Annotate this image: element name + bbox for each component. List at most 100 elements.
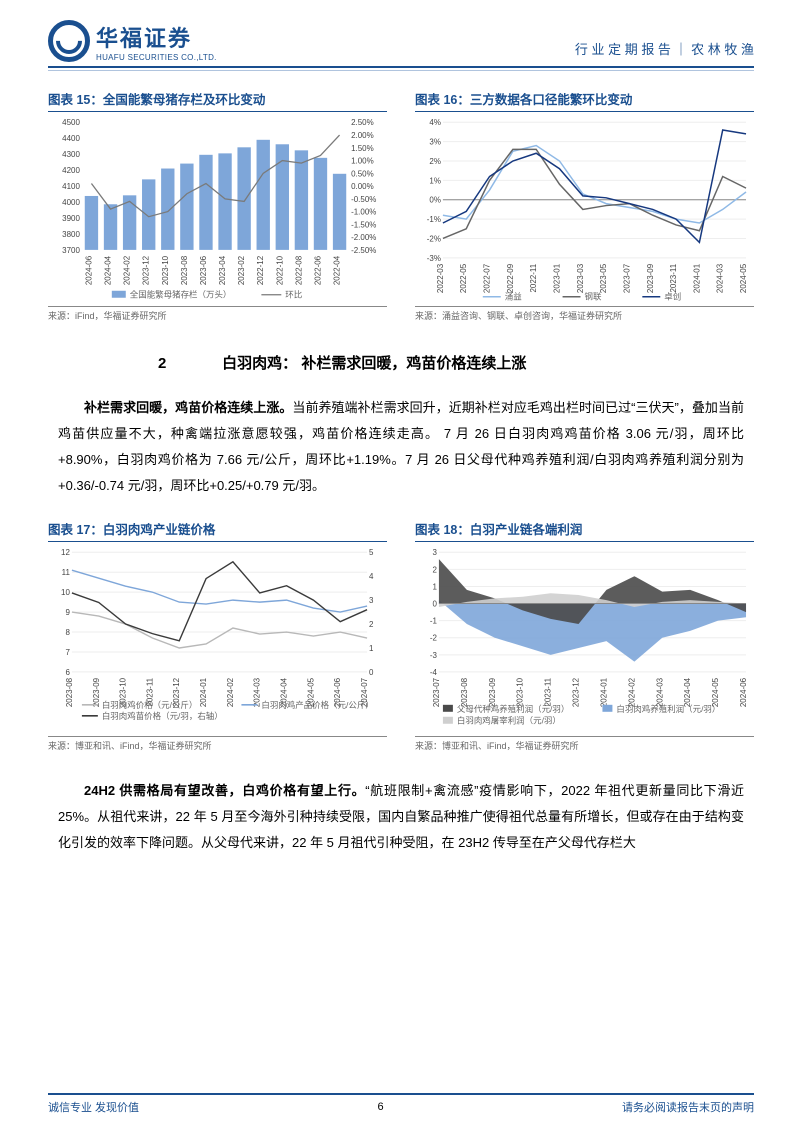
svg-text:-1: -1 [430,617,438,626]
section-2-heading: 2 白羽肉鸡： 补栏需求回暖，鸡苗价格连续上涨 [48,352,754,373]
svg-text:12: 12 [61,548,70,557]
svg-text:2024-06: 2024-06 [739,677,748,707]
svg-text:4400: 4400 [62,134,80,143]
svg-text:白羽肉鸡屠宰利润（元/羽）: 白羽肉鸡屠宰利润（元/羽） [457,716,561,726]
svg-text:-3: -3 [430,651,438,660]
svg-text:1: 1 [369,644,374,653]
svg-text:2023-08: 2023-08 [65,677,74,707]
chart17: 67891011120123452023-082023-092023-10202… [48,546,387,736]
svg-text:-3%: -3% [427,254,441,263]
svg-text:4%: 4% [429,118,441,127]
svg-text:白羽肉鸡苗价格（元/羽，右轴）: 白羽肉鸡苗价格（元/羽，右轴） [102,711,223,721]
paragraph-2: 24H2 供需格局有望改善，白鸡价格有望上行。“航班限制+禽流感”疫情影响下，2… [58,778,744,856]
svg-text:2.50%: 2.50% [351,118,374,127]
svg-text:2022-05: 2022-05 [459,263,468,293]
svg-text:-0.50%: -0.50% [351,195,376,204]
svg-text:3800: 3800 [62,230,80,239]
svg-text:全国能繁母猪存栏（万头）: 全国能繁母猪存栏（万头） [130,290,232,300]
svg-text:0: 0 [432,600,437,609]
svg-text:1.50%: 1.50% [351,144,374,153]
chart16: 4% 3% 2% 1% 0% -1% -2% -3%2022-03 2022-05 2022-07… [415,116,754,306]
svg-text:2023-05: 2023-05 [599,263,608,293]
svg-text:4000: 4000 [62,198,80,207]
chart18-source: 来源：博亚和讯、iFind，华福证券研究所 [415,736,754,752]
svg-text:2022-08: 2022-08 [294,255,303,285]
svg-text:2023-01: 2023-01 [552,263,561,293]
svg-text:5: 5 [369,548,374,557]
svg-text:2024-04: 2024-04 [104,255,113,285]
section-title: 白羽肉鸡： 补栏需求回暖，鸡苗价格连续上涨 [222,355,526,372]
chart16-source: 来源：涌益咨询、钢联、卓创咨询，华福证券研究所 [415,306,754,322]
svg-text:-1.00%: -1.00% [351,208,376,217]
svg-text:2023-10: 2023-10 [516,677,525,707]
svg-text:3900: 3900 [62,214,80,223]
svg-text:4200: 4200 [62,166,80,175]
svg-text:0.50%: 0.50% [351,169,374,178]
svg-text:2022-06: 2022-06 [313,255,322,285]
company-name-cn: 华福证券 [96,21,217,53]
svg-text:1%: 1% [429,176,441,185]
svg-text:0%: 0% [429,196,441,205]
svg-text:6: 6 [65,668,70,677]
svg-text:2022-04: 2022-04 [333,255,342,285]
svg-text:2: 2 [369,620,374,629]
svg-text:2%: 2% [429,157,441,166]
svg-text:3%: 3% [429,138,441,147]
header-category: 行 业 定 期 报 告 ｜ 农 林 牧 渔 [575,39,754,62]
svg-text:-2.00%: -2.00% [351,233,376,242]
svg-text:白羽肉鸡产品价格（元/公斤）: 白羽肉鸡产品价格（元/公斤） [261,700,373,710]
svg-text:2024-02: 2024-02 [123,255,132,285]
svg-text:11: 11 [62,568,71,577]
header-divider [48,70,754,71]
svg-text:2024-03: 2024-03 [253,677,262,707]
svg-text:-1%: -1% [427,215,441,224]
paragraph-1: 补栏需求回暖，鸡苗价格连续上涨。当前养殖端补栏需求回升，近期补栏对应毛鸡出栏时间… [58,395,744,499]
svg-text:4500: 4500 [62,118,80,127]
svg-text:8: 8 [65,628,70,637]
svg-text:2022-11: 2022-11 [529,263,538,292]
svg-text:2023-10: 2023-10 [161,255,170,285]
chart15-source: 来源：iFind，华福证券研究所 [48,306,387,322]
svg-text:2023-11: 2023-11 [544,677,553,706]
svg-text:2023-09: 2023-09 [646,263,655,293]
svg-text:2024-01: 2024-01 [692,263,701,293]
svg-text:3700: 3700 [62,246,80,255]
svg-text:2024-06: 2024-06 [84,255,93,285]
svg-text:2024-02: 2024-02 [226,677,235,707]
svg-text:-4: -4 [430,668,438,677]
svg-text:2024-02: 2024-02 [627,677,636,707]
section-num: 2 [158,355,218,372]
company-name-en: HUAFU SECURITIES CO.,LTD. [96,53,217,62]
svg-text:2024-05: 2024-05 [739,263,748,293]
svg-text:2022-07: 2022-07 [483,263,492,293]
page-header: 华福证券 HUAFU SECURITIES CO.,LTD. 行 业 定 期 报… [48,20,754,68]
chart15-title: 图表 15：全国能繁母猪存栏及环比变动 [48,89,387,112]
chart18-title: 图表 18：白羽产业链各端利润 [415,519,754,542]
svg-text:白羽肉鸡养殖利润（元/羽）: 白羽肉鸡养殖利润（元/羽） [616,704,720,714]
svg-text:2023-03: 2023-03 [576,263,585,293]
svg-text:2.00%: 2.00% [351,131,374,140]
svg-text:卓创: 卓创 [664,292,681,302]
svg-text:2022-09: 2022-09 [506,263,515,293]
footer-page: 6 [377,1101,383,1113]
chart16-title: 图表 16：三方数据各口径能繁环比变动 [415,89,754,112]
svg-text:1: 1 [432,582,437,591]
svg-text:-1.50%: -1.50% [351,220,376,229]
chart17-title: 图表 17：白羽肉鸡产业链价格 [48,519,387,542]
svg-text:2022-03: 2022-03 [436,263,445,293]
chart17-source: 来源：博亚和讯、iFind，华福证券研究所 [48,736,387,752]
svg-text:3: 3 [432,548,437,557]
svg-text:2024-03: 2024-03 [716,263,725,293]
svg-text:2024-05: 2024-05 [711,677,720,707]
svg-text:9: 9 [65,608,70,617]
svg-text:4100: 4100 [62,182,80,191]
svg-text:2023-07: 2023-07 [622,263,631,293]
svg-text:-2%: -2% [427,234,441,243]
svg-text:环比: 环比 [285,290,302,300]
page-footer: 诚信专业 发现价值 6 请务必阅读报告末页的声明 [48,1093,754,1115]
svg-text:-2: -2 [430,634,438,643]
svg-text:钢联: 钢联 [585,292,602,302]
svg-text:4: 4 [369,572,374,581]
chart18: 3210-1-2-3-42023-072023-082023-092023-10… [415,546,754,736]
svg-text:7: 7 [65,648,70,657]
